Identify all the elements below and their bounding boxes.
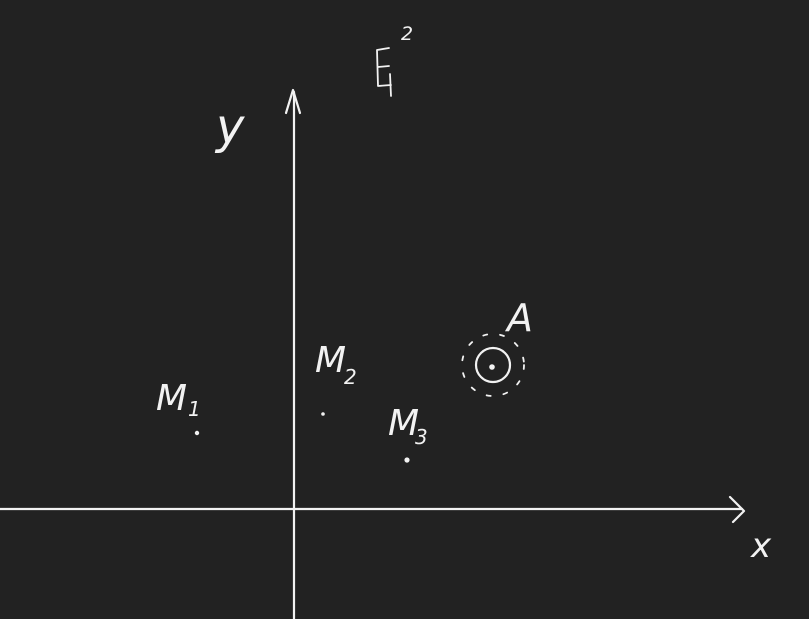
point-m1: M 1 <box>156 378 201 436</box>
point-m2-label: M <box>315 340 346 381</box>
point-m3-dot <box>404 457 410 463</box>
y-axis: y <box>214 88 302 619</box>
point-m3-index: 3 <box>415 425 428 449</box>
point-a-neighborhood-circle <box>474 346 512 384</box>
point-m1-index: 1 <box>188 397 201 421</box>
point-a: A <box>461 296 533 397</box>
space-label: 2 <box>376 23 413 97</box>
x-axis: x <box>0 495 772 566</box>
point-m2: M 2 <box>315 340 357 416</box>
space-letter-e-stroke <box>376 47 392 97</box>
point-m2-index: 2 <box>344 365 357 389</box>
y-axis-arrowhead <box>284 88 302 115</box>
point-a-dot <box>489 364 495 370</box>
point-m3: M 3 <box>388 403 428 463</box>
point-m1-dot <box>194 430 200 436</box>
x-axis-label: x <box>750 526 772 566</box>
x-axis-arrowhead <box>728 495 746 524</box>
point-a-outer-dashed-circle <box>461 333 525 397</box>
space-superscript: 2 <box>401 23 413 45</box>
point-a-label: A <box>504 296 533 340</box>
point-m3-label: M <box>388 403 419 444</box>
point-m2-dot <box>321 412 325 416</box>
y-axis-label: y <box>214 99 245 155</box>
point-m1-label: M <box>156 378 187 419</box>
